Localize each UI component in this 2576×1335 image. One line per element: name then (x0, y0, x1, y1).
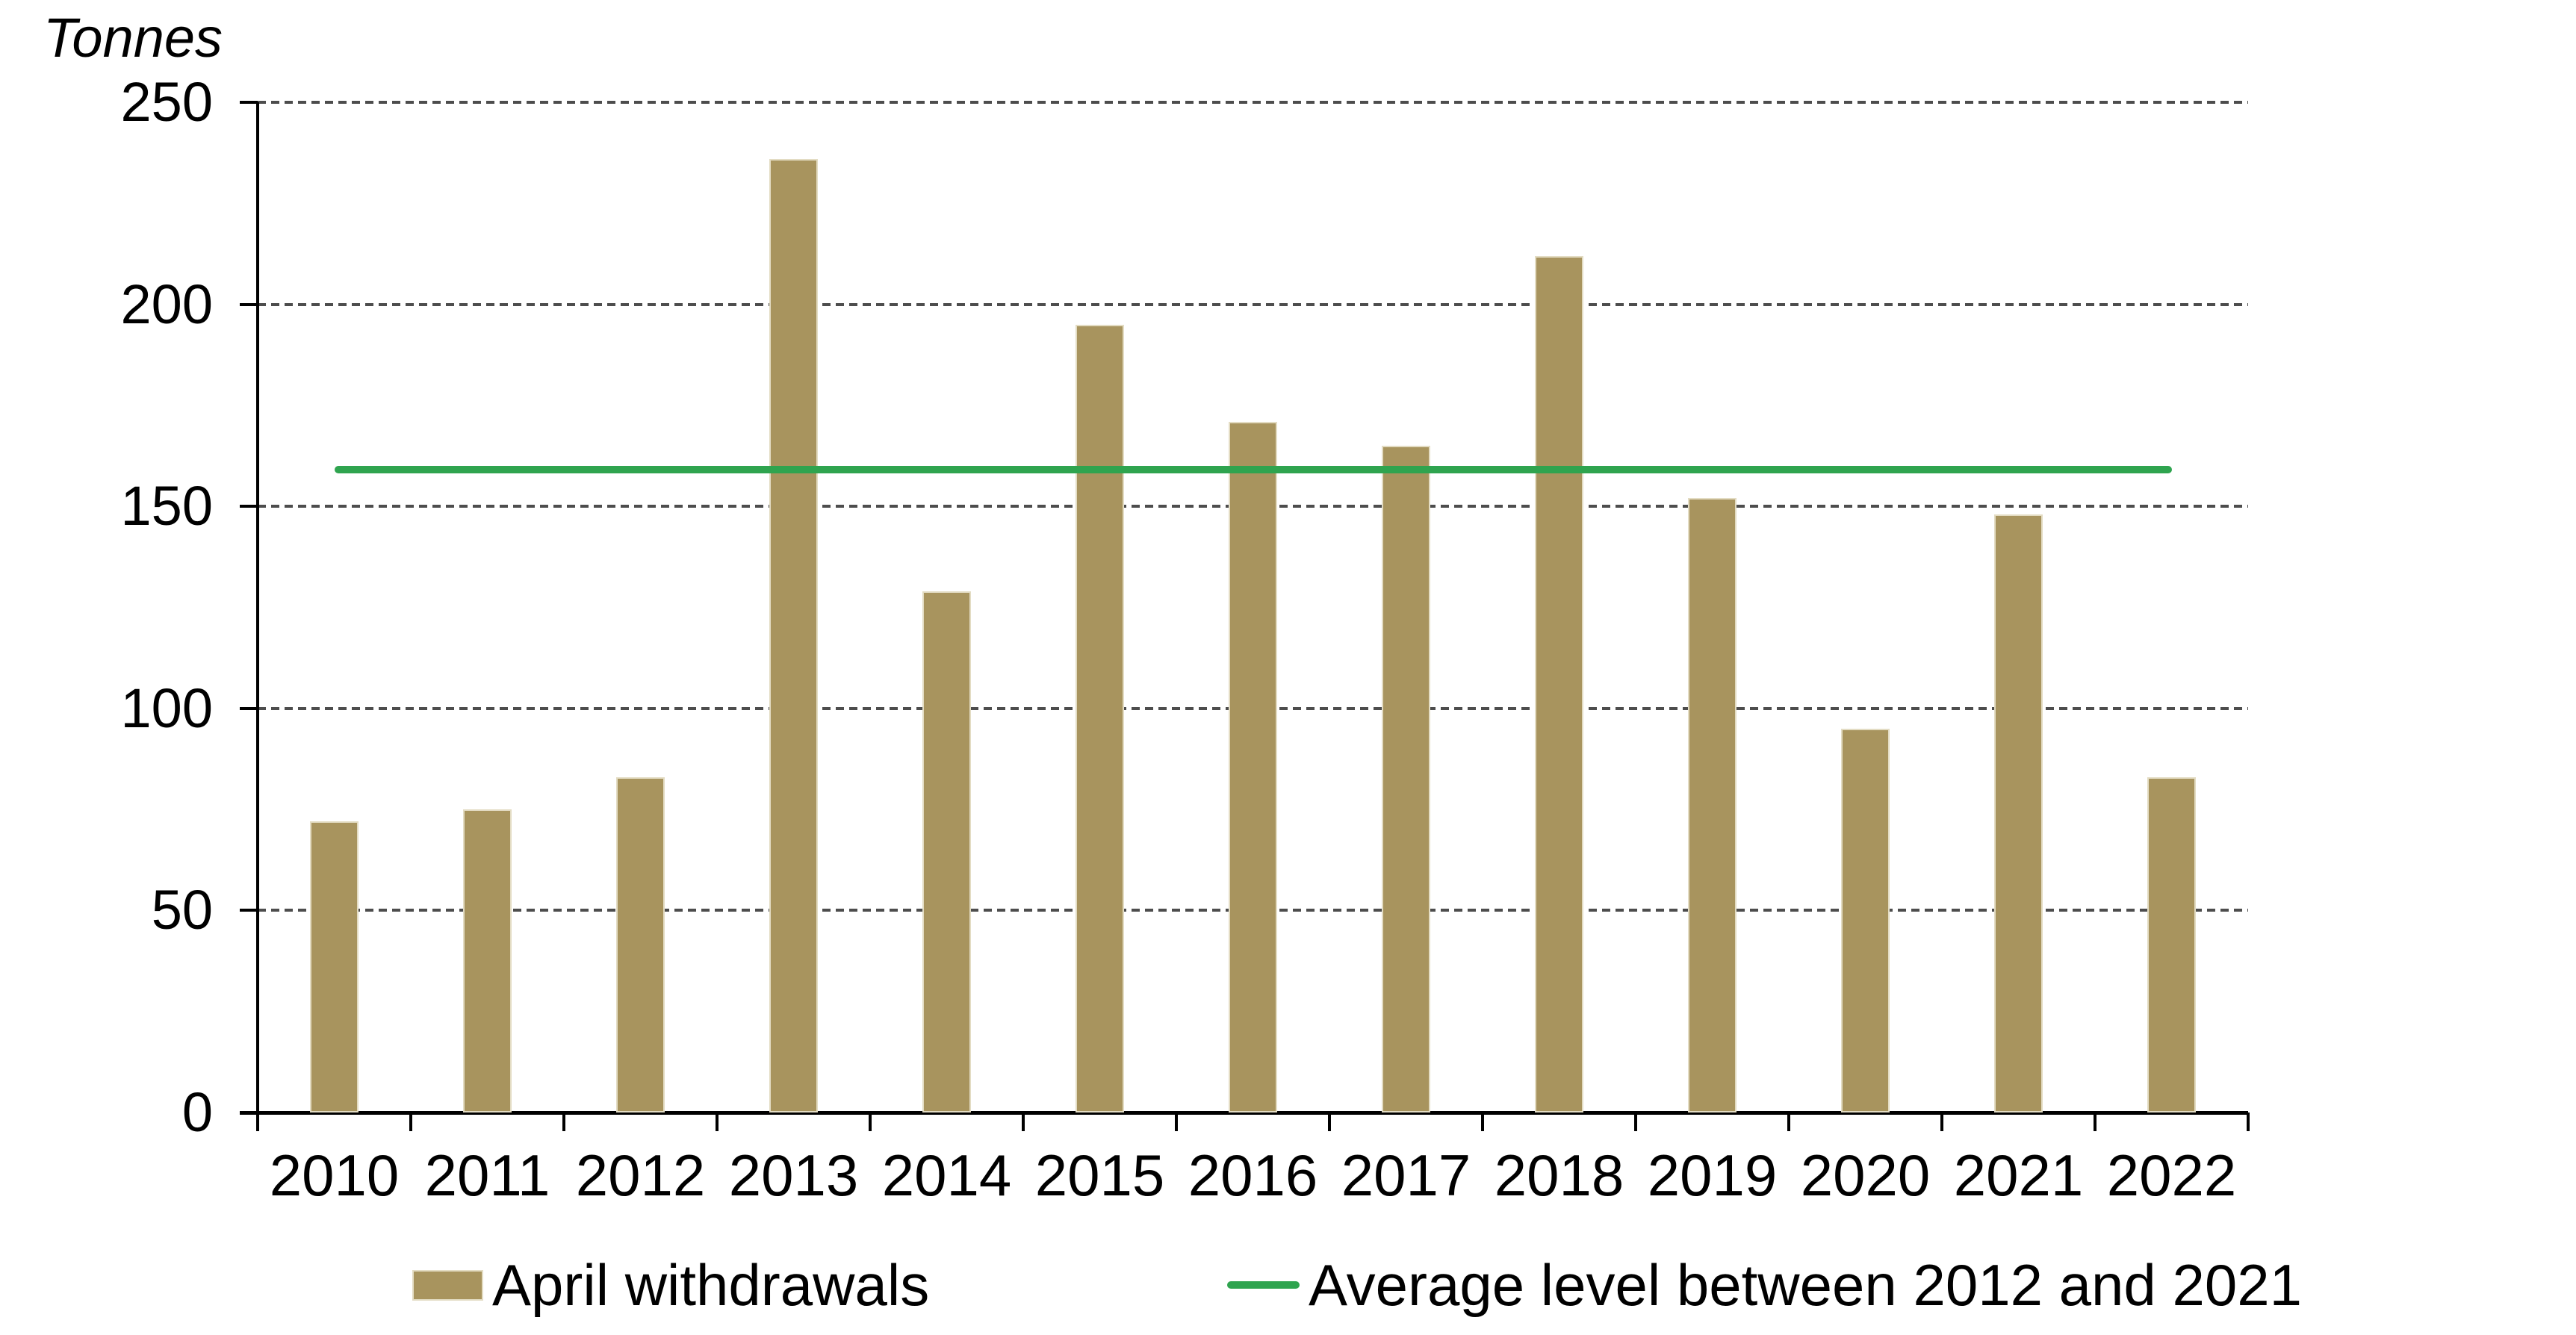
bar-2021 (1994, 514, 2043, 1112)
y-axis-line (256, 102, 259, 1115)
x-label-2020: 2020 (1800, 1142, 1931, 1208)
x-label-2012: 2012 (575, 1142, 706, 1208)
x-label-2019: 2019 (1647, 1142, 1778, 1208)
gridline-250 (258, 101, 2248, 104)
y-tick-label-100: 100 (120, 676, 213, 739)
bar-2018 (1535, 255, 1583, 1112)
bar-2012 (616, 777, 665, 1112)
average-line-swatch (1227, 1281, 1300, 1289)
average-line (334, 466, 2172, 474)
x-tick-mark-13 (2247, 1112, 2250, 1131)
x-label-2013: 2013 (728, 1142, 859, 1208)
bar-2017 (1382, 446, 1430, 1112)
bar-2020 (1841, 728, 1890, 1112)
y-tick-mark-100 (240, 706, 258, 710)
x-tick-mark-7 (1328, 1112, 1331, 1131)
x-label-2018: 2018 (1494, 1142, 1624, 1208)
x-label-2021: 2021 (1953, 1142, 2084, 1208)
x-tick-mark-0 (256, 1112, 259, 1131)
bar-2014 (922, 591, 971, 1112)
gridline-200 (258, 302, 2248, 306)
bar-2011 (463, 809, 512, 1112)
x-tick-mark-9 (1634, 1112, 1637, 1131)
x-label-2022: 2022 (2106, 1142, 2237, 1208)
x-tick-mark-10 (1787, 1112, 1790, 1131)
y-tick-label-200: 200 (120, 273, 213, 335)
bar-series-swatch (412, 1269, 483, 1301)
legend-label: Average level between 2012 and 2021 (1309, 1252, 2302, 1318)
x-tick-mark-6 (1175, 1112, 1178, 1131)
y-tick-mark-150 (240, 505, 258, 508)
x-tick-mark-12 (2094, 1112, 2097, 1131)
x-tick-mark-4 (869, 1112, 872, 1131)
bar-2019 (1688, 498, 1737, 1112)
y-tick-label-0: 0 (181, 1081, 213, 1143)
x-tick-mark-2 (562, 1112, 565, 1131)
y-tick-label-50: 50 (151, 879, 213, 942)
y-tick-label-150: 150 (120, 475, 213, 538)
bar-2015 (1076, 324, 1124, 1112)
legend-label: April withdrawals (492, 1252, 930, 1318)
bar-2022 (2147, 777, 2196, 1112)
x-label-2017: 2017 (1341, 1142, 1471, 1208)
bar-2013 (769, 158, 818, 1112)
y-axis-unit-label: Tonnes (43, 7, 223, 69)
y-tick-mark-200 (240, 302, 258, 306)
x-tick-mark-1 (409, 1112, 412, 1131)
x-label-2014: 2014 (881, 1142, 1012, 1208)
x-tick-mark-3 (716, 1112, 719, 1131)
y-tick-mark-50 (240, 909, 258, 912)
y-tick-mark-250 (240, 101, 258, 104)
legend-item-april-withdrawals: April withdrawals (412, 1253, 929, 1317)
x-tick-mark-11 (1940, 1112, 1943, 1131)
legend-item-average-line: Average level between 2012 and 2021 (1227, 1253, 2302, 1317)
bar-2016 (1229, 421, 1277, 1112)
x-label-2016: 2016 (1188, 1142, 1318, 1208)
x-label-2011: 2011 (424, 1142, 550, 1208)
x-label-2015: 2015 (1034, 1142, 1165, 1208)
bar-2010 (310, 821, 359, 1112)
x-axis-line (240, 1111, 2248, 1115)
x-tick-mark-8 (1481, 1112, 1484, 1131)
y-tick-label-250: 250 (120, 71, 213, 133)
x-label-2010: 2010 (269, 1142, 400, 1208)
legend: April withdrawals Average level between … (0, 1253, 2576, 1320)
x-tick-mark-5 (1022, 1112, 1025, 1131)
